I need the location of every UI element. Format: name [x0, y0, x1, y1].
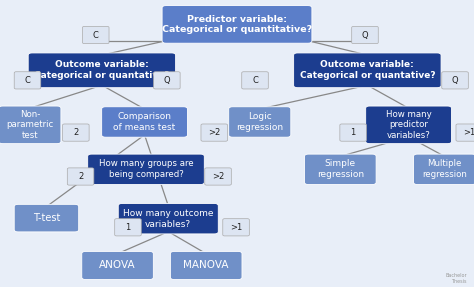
Text: Q: Q: [164, 76, 170, 85]
Text: Comparison
of means test: Comparison of means test: [113, 112, 176, 132]
FancyBboxPatch shape: [14, 204, 79, 232]
FancyBboxPatch shape: [442, 72, 468, 89]
FancyBboxPatch shape: [242, 72, 268, 89]
Text: How many
predictor
variables?: How many predictor variables?: [386, 110, 431, 140]
FancyBboxPatch shape: [82, 251, 153, 280]
FancyBboxPatch shape: [205, 168, 231, 185]
Text: Non-
parametric
test: Non- parametric test: [6, 110, 54, 140]
FancyBboxPatch shape: [88, 154, 204, 185]
FancyBboxPatch shape: [223, 219, 249, 236]
FancyBboxPatch shape: [294, 53, 441, 88]
FancyBboxPatch shape: [228, 107, 291, 137]
FancyBboxPatch shape: [28, 53, 175, 88]
FancyBboxPatch shape: [115, 219, 141, 236]
FancyBboxPatch shape: [82, 26, 109, 44]
Text: How many groups are
being compared?: How many groups are being compared?: [99, 160, 193, 179]
Text: 1: 1: [350, 128, 356, 137]
FancyBboxPatch shape: [101, 107, 187, 137]
FancyBboxPatch shape: [0, 106, 61, 144]
FancyBboxPatch shape: [340, 124, 366, 141]
Text: Q: Q: [452, 76, 458, 85]
FancyBboxPatch shape: [118, 203, 218, 234]
Text: How many outcome
variables?: How many outcome variables?: [123, 209, 213, 228]
FancyBboxPatch shape: [63, 124, 89, 141]
Text: ANOVA: ANOVA: [99, 261, 136, 270]
Text: >1: >1: [230, 223, 242, 232]
Text: T-test: T-test: [33, 213, 60, 223]
Text: Simple
regression: Simple regression: [317, 160, 364, 179]
Text: 2: 2: [78, 172, 83, 181]
FancyBboxPatch shape: [162, 5, 312, 43]
Text: Outcome variable:
Categorical or quantative?: Outcome variable: Categorical or quantat…: [300, 61, 435, 80]
Text: C: C: [93, 30, 99, 40]
Text: C: C: [25, 76, 30, 85]
FancyBboxPatch shape: [14, 72, 41, 89]
Text: >2: >2: [212, 172, 224, 181]
FancyBboxPatch shape: [201, 124, 228, 141]
Text: 2: 2: [73, 128, 79, 137]
Text: Bachelor
Thesis: Bachelor Thesis: [445, 273, 467, 284]
FancyBboxPatch shape: [413, 154, 474, 185]
Text: 1: 1: [125, 223, 131, 232]
Text: MANOVA: MANOVA: [183, 261, 229, 270]
Text: Predictor variable:
Categorical or quantitative?: Predictor variable: Categorical or quant…: [162, 15, 312, 34]
FancyBboxPatch shape: [456, 124, 474, 141]
Text: Logic
regression: Logic regression: [236, 112, 283, 132]
Text: >2: >2: [208, 128, 220, 137]
Text: Multiple
regression: Multiple regression: [422, 160, 467, 179]
FancyBboxPatch shape: [154, 72, 180, 89]
Text: >1: >1: [463, 128, 474, 137]
FancyBboxPatch shape: [67, 168, 94, 185]
FancyBboxPatch shape: [170, 251, 242, 280]
Text: C: C: [252, 76, 258, 85]
Text: Q: Q: [362, 30, 368, 40]
FancyBboxPatch shape: [352, 26, 378, 44]
Text: Outcome variable:
Categorical or quantative?: Outcome variable: Categorical or quantat…: [34, 61, 170, 80]
FancyBboxPatch shape: [304, 154, 376, 185]
FancyBboxPatch shape: [365, 106, 451, 144]
